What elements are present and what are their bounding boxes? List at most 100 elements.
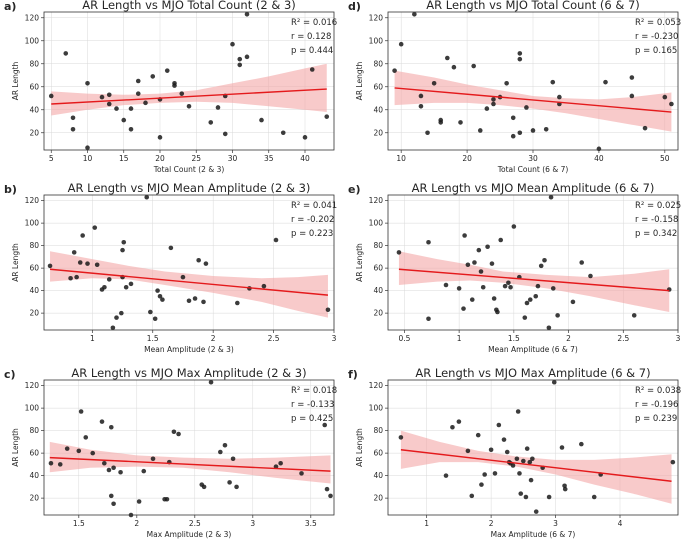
data-point xyxy=(559,445,565,450)
y-tick-label: 80 xyxy=(373,241,383,250)
data-point xyxy=(192,296,198,301)
data-point xyxy=(462,233,467,238)
y-tick-label: 80 xyxy=(29,241,39,250)
y-tick-label: 40 xyxy=(29,471,39,480)
data-point xyxy=(546,325,552,331)
data-point xyxy=(83,435,89,440)
data-point xyxy=(517,51,523,56)
x-tick-label: 40 xyxy=(594,154,604,163)
data-point xyxy=(70,115,76,121)
chart-title: AR Length vs MJO Max Amplitude (2 & 3) xyxy=(71,366,306,380)
x-tick-label: 0.5 xyxy=(398,334,410,343)
data-point xyxy=(179,91,185,96)
data-point xyxy=(533,509,539,514)
y-tick-label: 60 xyxy=(373,82,383,91)
data-point xyxy=(201,299,206,305)
data-point xyxy=(150,456,156,462)
data-point xyxy=(631,313,637,318)
data-point xyxy=(550,79,556,85)
data-point xyxy=(114,315,119,320)
y-tick-label: 120 xyxy=(369,196,384,205)
data-point xyxy=(425,130,430,136)
data-point xyxy=(278,460,283,466)
data-point xyxy=(451,64,457,70)
data-point xyxy=(136,499,142,504)
chart-title: AR Length vs MJO Total Count (2 & 3) xyxy=(82,0,296,12)
x-tick-label: 1 xyxy=(424,519,429,528)
y-tick-label: 100 xyxy=(25,404,40,413)
confidence-band xyxy=(51,63,327,116)
y-tick-label: 20 xyxy=(373,128,383,137)
data-point xyxy=(491,101,496,107)
data-point xyxy=(171,429,177,435)
data-point xyxy=(235,300,240,306)
y-axis-label: AR Length xyxy=(355,61,364,100)
data-point xyxy=(322,422,328,428)
y-tick-label: 100 xyxy=(369,404,384,413)
data-point xyxy=(443,473,449,478)
data-point xyxy=(521,458,526,464)
confidence-band xyxy=(400,430,672,504)
plot-frame xyxy=(387,379,679,516)
data-point xyxy=(412,12,417,17)
data-point xyxy=(456,286,462,291)
data-point xyxy=(157,293,163,299)
data-point xyxy=(85,145,90,150)
data-point xyxy=(150,74,156,79)
data-point xyxy=(579,260,584,265)
data-point xyxy=(396,250,402,255)
data-point xyxy=(76,448,82,454)
data-point xyxy=(498,237,504,243)
data-point xyxy=(511,224,517,229)
data-point xyxy=(102,460,107,466)
data-point xyxy=(237,56,243,62)
x-tick-label: 35 xyxy=(264,154,274,163)
data-point xyxy=(523,494,529,500)
data-point xyxy=(244,54,250,60)
data-point xyxy=(514,456,520,462)
y-tick-label: 20 xyxy=(29,494,39,503)
data-point xyxy=(74,274,79,280)
data-point xyxy=(121,239,127,245)
confidence-band xyxy=(50,251,328,318)
data-point xyxy=(465,262,471,268)
y-tick-label: 60 xyxy=(29,82,39,91)
x-axis-label: Max Amplitude (2 & 3) xyxy=(147,530,232,539)
data-point xyxy=(518,491,524,496)
data-point xyxy=(510,115,516,121)
y-tick-label: 100 xyxy=(369,36,384,45)
x-tick-label: 25 xyxy=(191,154,201,163)
regression-line xyxy=(49,456,331,472)
stat-annotation: R² = 0.041 xyxy=(291,201,337,211)
y-tick-label: 60 xyxy=(29,449,39,458)
x-tick-label: 2 xyxy=(134,519,139,528)
y-tick-label: 100 xyxy=(25,219,40,228)
data-point xyxy=(570,299,576,305)
data-point xyxy=(469,493,475,499)
data-point xyxy=(180,274,186,280)
data-point xyxy=(524,446,530,451)
panel-label: f) xyxy=(348,368,358,381)
data-point xyxy=(63,51,69,56)
x-tick-label: 20 xyxy=(155,154,165,163)
stat-annotation: p = 0.425 xyxy=(291,414,333,424)
y-tick-label: 120 xyxy=(369,13,384,22)
confidence-band xyxy=(398,251,670,312)
data-point xyxy=(99,419,105,424)
data-point xyxy=(111,501,116,507)
data-point xyxy=(524,105,529,110)
plot-frame xyxy=(43,194,335,331)
x-tick-label: 2.5 xyxy=(268,334,280,343)
data-point xyxy=(418,104,424,109)
y-axis-label: AR Length xyxy=(355,428,364,467)
data-point xyxy=(662,94,668,100)
data-point xyxy=(504,81,509,86)
data-point xyxy=(324,114,330,119)
data-point xyxy=(186,104,192,109)
data-point xyxy=(502,283,508,289)
data-point xyxy=(426,239,431,245)
data-point xyxy=(515,409,521,414)
data-point xyxy=(445,55,450,61)
x-tick-label: 2.5 xyxy=(189,519,201,528)
data-point xyxy=(227,480,232,485)
